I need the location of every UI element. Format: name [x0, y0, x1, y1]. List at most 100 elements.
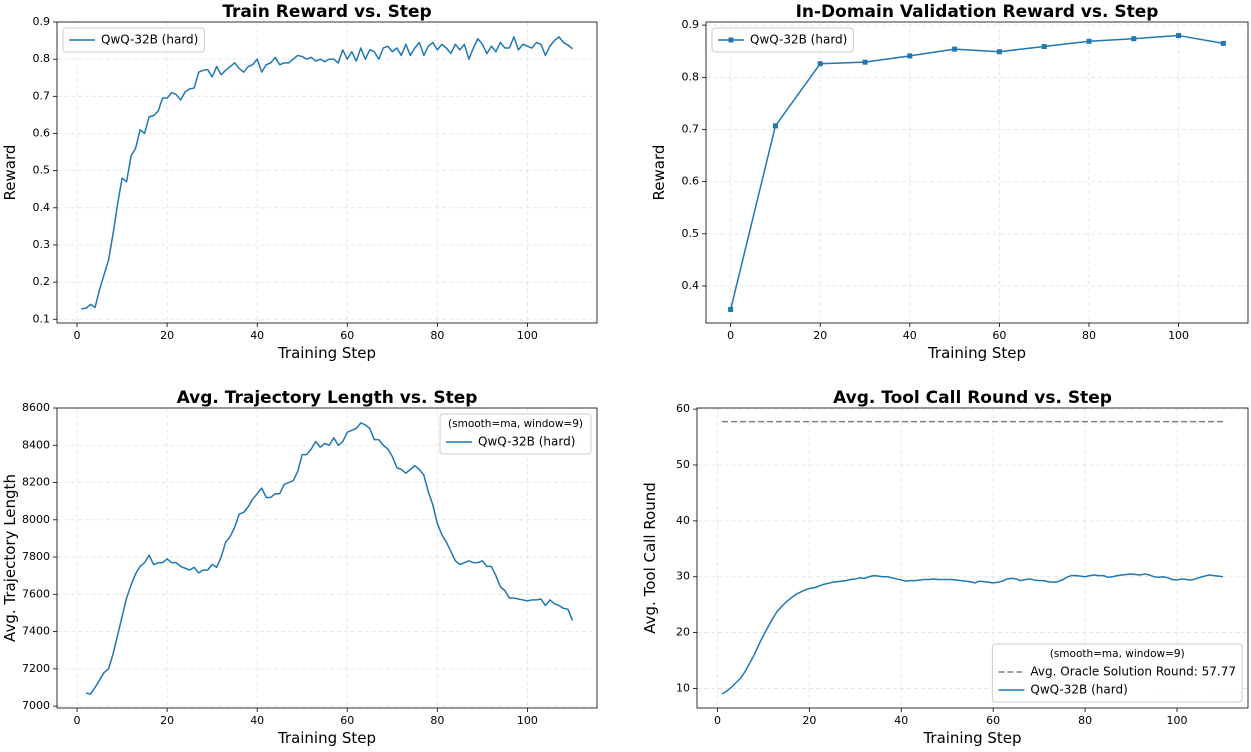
chart-title: In-Domain Validation Reward vs. Step [796, 2, 1159, 22]
y-axis-label: Avg. Trajectory Length [1, 474, 19, 642]
legend: QwQ-32B (hard) [62, 27, 205, 53]
y-tick-label: 0.6 [33, 126, 51, 139]
subplot: 0 20 40 60 80 100 0.1 0.2 0.3 0.4 0.5 0.6 0.7 0.8 0.9 T… [1, 2, 598, 362]
x-tick-label: 0 [74, 714, 81, 727]
x-tick-label: 20 [160, 329, 174, 342]
data-point [1131, 36, 1137, 42]
x-axis-label: Training Step [277, 729, 376, 747]
x-tick-label: 60 [340, 329, 354, 342]
legend-label: Avg. Oracle Solution Round: 57.77 [1030, 665, 1236, 679]
y-tick-label: 0.6 [682, 175, 700, 188]
plot-frame [705, 21, 1249, 324]
x-tick-label: 60 [986, 714, 1000, 727]
x-tick-label: 20 [160, 714, 174, 727]
y-tick-label: 8400 [22, 438, 50, 451]
data-point [1220, 40, 1226, 46]
legend-frame [62, 27, 205, 53]
subplot: 0 20 40 60 80 100 7000 7200 7400 7600 7800 8000 8200… [1, 388, 598, 747]
y-tick-label: 0.7 [682, 122, 700, 135]
y-tick-label: 0.1 [33, 312, 51, 325]
x-tick-label: 100 [1168, 329, 1189, 342]
y-tick-label: 7800 [22, 550, 50, 563]
x-tick-label: 20 [802, 714, 816, 727]
x-tick-label: 40 [250, 714, 264, 727]
legend-frame [711, 27, 854, 53]
data-line [81, 36, 573, 310]
x-tick-label: 60 [992, 329, 1006, 342]
y-tick-label: 0.8 [33, 52, 51, 65]
x-tick-label: 100 [1166, 714, 1187, 727]
y-axis-label: Avg. Tool Call Round [641, 482, 659, 633]
legend: (smooth=ma, window=9) Avg. Oracle Solutio… [991, 643, 1243, 703]
x-tick-label: 20 [813, 329, 827, 342]
x-tick-label: 80 [430, 329, 444, 342]
y-tick-label: 0.9 [682, 18, 700, 31]
y-tick-label: 8600 [22, 401, 50, 414]
legend-label: QwQ-32B (hard) [101, 33, 198, 47]
y-tick-label: 10 [676, 681, 690, 694]
x-tick-label: 0 [727, 329, 734, 342]
y-tick-label: 50 [676, 458, 690, 471]
data-point [772, 123, 778, 129]
y-tick-label: 8000 [22, 513, 50, 526]
y-tick-label: 0.5 [33, 164, 51, 177]
x-tick-label: 100 [517, 714, 538, 727]
data-line [721, 573, 1224, 695]
subplot: 0 20 40 60 80 100 0.4 0.5 0.6 0.7 0.8 0.9 In-Domain … [650, 2, 1249, 362]
data-point [728, 306, 734, 312]
x-tick-label: 100 [517, 329, 538, 342]
chart-title: Avg. Tool Call Round vs. Step [833, 388, 1112, 408]
y-tick-label: 60 [676, 402, 690, 415]
y-tick-label: 0.4 [682, 279, 700, 292]
y-tick-label: 0.8 [682, 70, 700, 83]
y-tick-label: 0.2 [33, 275, 51, 288]
y-tick-label: 8200 [22, 476, 50, 489]
y-tick-label: 0.9 [33, 15, 51, 28]
chart-title: Train Reward vs. Step [222, 2, 431, 22]
x-tick-label: 40 [894, 714, 908, 727]
data-line [85, 422, 574, 695]
legend-frame [991, 643, 1243, 703]
y-tick-label: 30 [676, 570, 690, 583]
y-tick-label: 0.7 [33, 89, 51, 102]
data-point [817, 61, 823, 67]
y-tick-label: 0.3 [33, 238, 51, 251]
x-axis-label: Training Step [277, 344, 376, 362]
legend: (smooth=ma, window=9) QwQ-32B (hard) [439, 413, 592, 455]
legend-frame [439, 413, 592, 455]
y-tick-label: 0.5 [682, 227, 700, 240]
x-tick-label: 60 [340, 714, 354, 727]
data-point [996, 49, 1002, 55]
y-tick-label: 7200 [22, 662, 50, 675]
y-tick-label: 7000 [22, 699, 50, 712]
data-point [1176, 33, 1182, 39]
x-tick-label: 40 [903, 329, 917, 342]
y-tick-label: 0.4 [33, 201, 51, 214]
x-tick-label: 0 [74, 329, 81, 342]
legend-marker [728, 37, 734, 43]
legend-title: (smooth=ma, window=9) [448, 418, 583, 430]
legend-label: QwQ-32B (hard) [1030, 683, 1127, 697]
y-tick-label: 7400 [22, 625, 50, 638]
y-tick-label: 7600 [22, 587, 50, 600]
x-axis-label: Training Step [922, 729, 1021, 747]
x-tick-label: 0 [714, 714, 721, 727]
x-tick-label: 40 [250, 329, 264, 342]
y-axis-label: Reward [650, 145, 668, 201]
legend: QwQ-32B (hard) [711, 27, 854, 53]
data-point [862, 59, 868, 65]
data-point [952, 46, 958, 52]
legend-label: QwQ-32B (hard) [478, 435, 575, 449]
y-axis-label: Reward [1, 145, 19, 201]
x-axis-label: Training Step [927, 344, 1026, 362]
y-tick-label: 40 [676, 514, 690, 527]
plot-frame [696, 407, 1249, 709]
subplot: 0 20 40 60 80 100 10 20 30 40 50 60 Avg. Tool Call R… [641, 388, 1249, 747]
x-tick-label: 80 [1078, 714, 1092, 727]
legend-title: (smooth=ma, window=9) [1050, 648, 1185, 660]
legend-label: QwQ-32B (hard) [750, 33, 847, 47]
data-point [1086, 38, 1092, 44]
data-point [907, 53, 913, 59]
plot-frame [56, 407, 598, 709]
y-tick-label: 20 [676, 626, 690, 639]
